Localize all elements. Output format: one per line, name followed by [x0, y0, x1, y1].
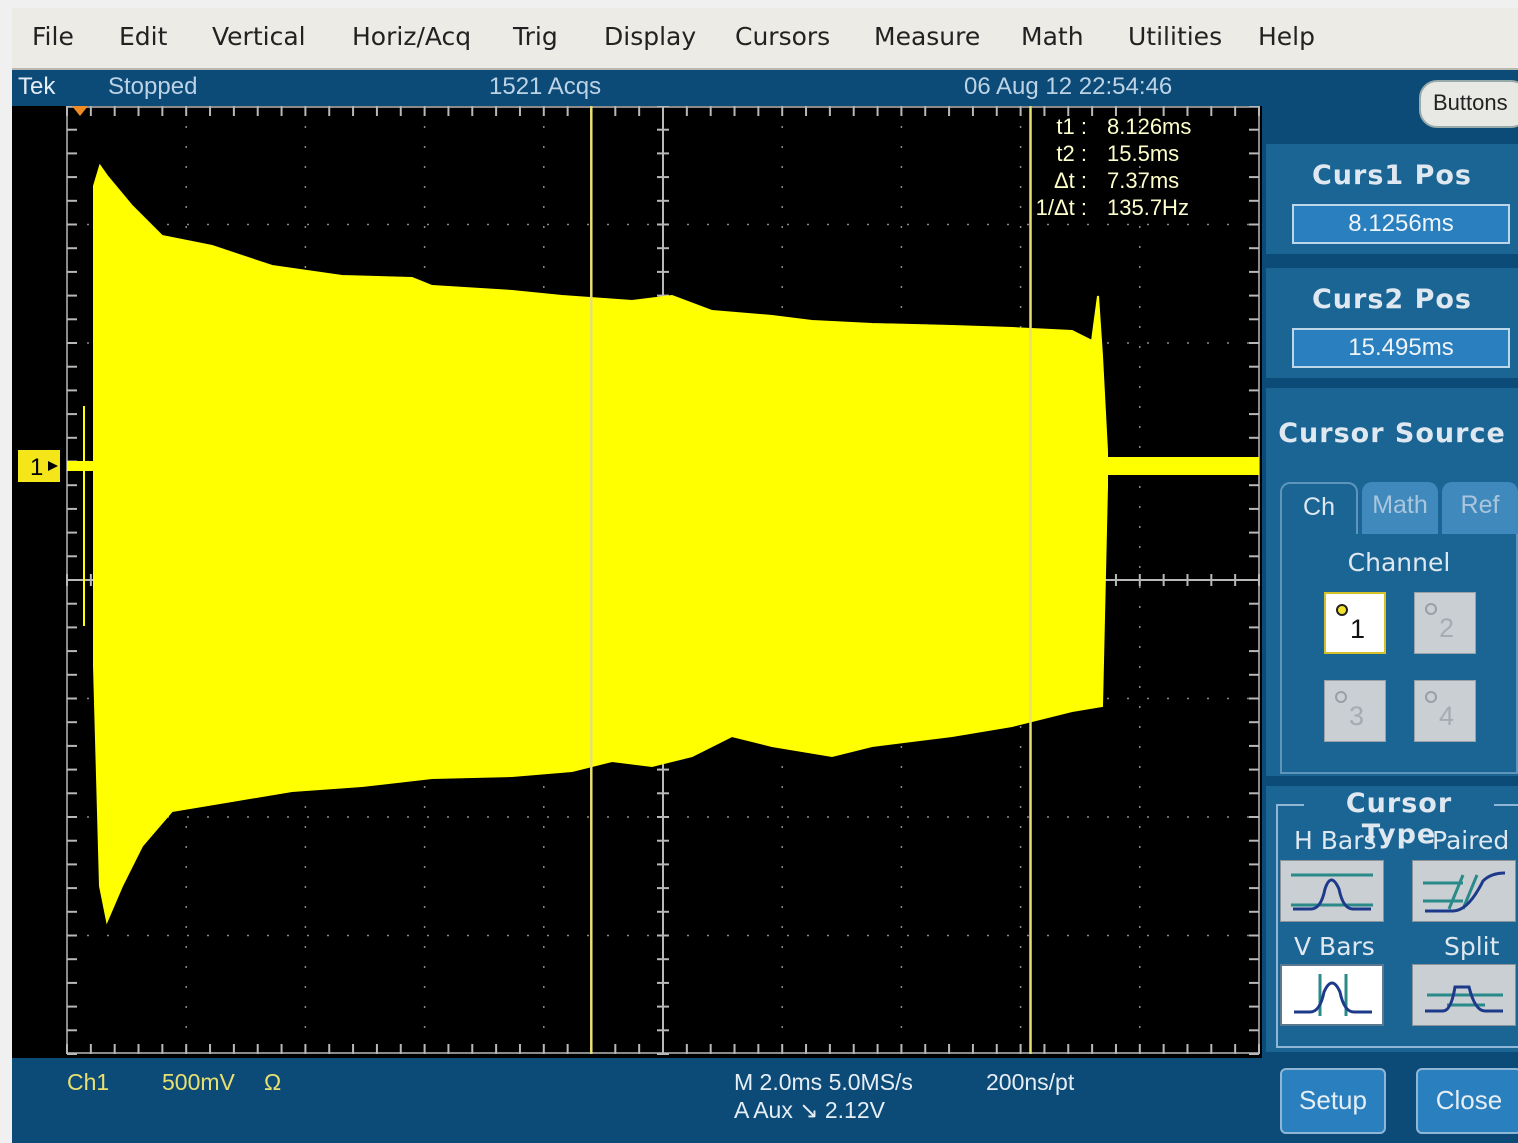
- paired-icon: [1423, 871, 1506, 913]
- coupling-symbol: Ω: [264, 1069, 282, 1095]
- curs2-section: Curs2 Pos 15.495ms: [1266, 268, 1518, 378]
- cursor-type-title: Cursor Type: [1304, 788, 1494, 850]
- menu-display[interactable]: Display: [604, 22, 697, 51]
- menu-file[interactable]: File: [32, 22, 74, 51]
- curs1-title: Curs1 Pos: [1311, 160, 1473, 191]
- waveform-baseline-right: [1107, 457, 1259, 475]
- channel-number: 2: [1439, 613, 1455, 643]
- menu-bar: File Edit Vertical Horiz/Acq Trig Displa…: [12, 8, 1518, 70]
- brand-label: Tek: [18, 73, 56, 100]
- resolution-readout: 200ns/pt: [986, 1069, 1075, 1095]
- tab-math[interactable]: Math: [1362, 482, 1438, 536]
- menu-edit[interactable]: Edit: [119, 22, 168, 51]
- date-time: 06 Aug 12 22:54:46: [964, 73, 1173, 100]
- waveform-display[interactable]: 1 t1 : 8.126ms t2 : 15.5ms Δt : 7.37ms 1/Δt : 13…: [12, 106, 1262, 1058]
- channel-dot-icon: [1425, 691, 1437, 703]
- channel-label[interactable]: Ch1: [67, 1069, 110, 1095]
- tab-ref[interactable]: Ref: [1442, 482, 1518, 536]
- tab-ch[interactable]: Ch: [1280, 482, 1358, 536]
- menu-measure[interactable]: Measure: [874, 22, 981, 51]
- cursor-readout-label: Δt :: [1054, 168, 1087, 193]
- curs1-section: Curs1 Pos 8.1256ms: [1266, 144, 1518, 254]
- cursor-readout-value: 8.126ms: [1107, 114, 1191, 139]
- menu-trig[interactable]: Trig: [513, 22, 558, 51]
- curs1-position-field[interactable]: 8.1256ms: [1292, 204, 1510, 244]
- info-bar: Ch1 500mV Ω M 2.0ms 5.0MS/s 200ns/pt A A…: [12, 1058, 1262, 1143]
- curs2-position-field[interactable]: 15.495ms: [1292, 328, 1510, 368]
- channel-tab-body: Channel 1 2 3 4: [1280, 534, 1518, 774]
- channel-3-button[interactable]: 3: [1324, 680, 1386, 742]
- menu-utilities[interactable]: Utilities: [1128, 22, 1223, 51]
- vbars-label: V Bars: [1294, 932, 1375, 961]
- channel-dot-icon: [1425, 603, 1437, 615]
- setup-button[interactable]: Setup: [1280, 1068, 1386, 1134]
- paired-button[interactable]: [1412, 860, 1516, 922]
- status-bar: Tek Stopped 1521 Acqs 06 Aug 12 22:54:46: [12, 70, 1262, 106]
- split-label: Split: [1444, 932, 1500, 961]
- trigger-position-marker-icon: [72, 106, 88, 116]
- channel-dot-icon: [1335, 691, 1347, 703]
- channel-2-button[interactable]: 2: [1414, 592, 1476, 654]
- hbars-icon: [1291, 873, 1373, 911]
- acquisition-count: 1521 Acqs: [489, 73, 602, 100]
- run-state: Stopped: [108, 73, 198, 100]
- menu-vertical[interactable]: Vertical: [212, 22, 306, 51]
- channel-number: 3: [1349, 701, 1365, 731]
- vbars-button[interactable]: [1280, 964, 1384, 1026]
- waveform-baseline-left: [67, 461, 97, 471]
- channel-number: 4: [1439, 701, 1455, 731]
- volts-per-div[interactable]: 500mV: [162, 1069, 235, 1095]
- buttons-toggle-button[interactable]: Buttons: [1419, 80, 1518, 128]
- menu-help[interactable]: Help: [1258, 22, 1315, 51]
- channel-marker-arrow-icon: [48, 461, 58, 471]
- cursor-readout-value: 15.5ms: [1107, 141, 1179, 166]
- channel-1-button[interactable]: 1: [1324, 592, 1386, 654]
- cursor-type-section: Cursor Type H Bars Paired V Bars Split: [1266, 786, 1518, 1052]
- timebase-readout[interactable]: M 2.0ms 5.0MS/s: [734, 1069, 913, 1095]
- vbars-icon: [1294, 974, 1372, 1016]
- trigger-readout[interactable]: A Aux ↘ 2.12V: [734, 1097, 885, 1123]
- cursor-control-panel: Curs1 Pos 8.1256ms Curs2 Pos 15.495ms Cu…: [1262, 70, 1518, 1143]
- menu-cursors[interactable]: Cursors: [735, 22, 831, 51]
- cursor-readout-value: 7.37ms: [1107, 168, 1179, 193]
- hbars-label: H Bars: [1294, 826, 1377, 855]
- cursor-readout-label: t1 :: [1056, 114, 1087, 139]
- split-button[interactable]: [1412, 964, 1516, 1026]
- hbars-button[interactable]: [1280, 860, 1384, 922]
- close-button[interactable]: Close: [1416, 1068, 1518, 1134]
- channel-number: 1: [1350, 614, 1366, 644]
- cursor-source-title: Cursor Source: [1278, 418, 1506, 449]
- cursor-readout-label: t2 :: [1056, 141, 1087, 166]
- channel-dot-icon: [1336, 604, 1348, 616]
- channel-4-button[interactable]: 4: [1414, 680, 1476, 742]
- waveform-graticule: 1 t1 : 8.126ms t2 : 15.5ms Δt : 7.37ms 1/Δt : 13…: [18, 106, 1260, 1055]
- channel-1-marker-label: 1: [30, 454, 43, 481]
- paired-label: Paired: [1432, 826, 1510, 855]
- curs2-title: Curs2 Pos: [1311, 284, 1473, 315]
- channel-label: Channel: [1347, 548, 1451, 577]
- cursor-readout-value: 135.7Hz: [1107, 195, 1189, 220]
- waveform-envelope: [93, 163, 1108, 925]
- cursor-readout-label: 1/Δt :: [1036, 195, 1087, 220]
- menu-math[interactable]: Math: [1021, 22, 1084, 51]
- menu-horiz-acq[interactable]: Horiz/Acq: [352, 22, 472, 51]
- split-icon: [1425, 985, 1503, 1013]
